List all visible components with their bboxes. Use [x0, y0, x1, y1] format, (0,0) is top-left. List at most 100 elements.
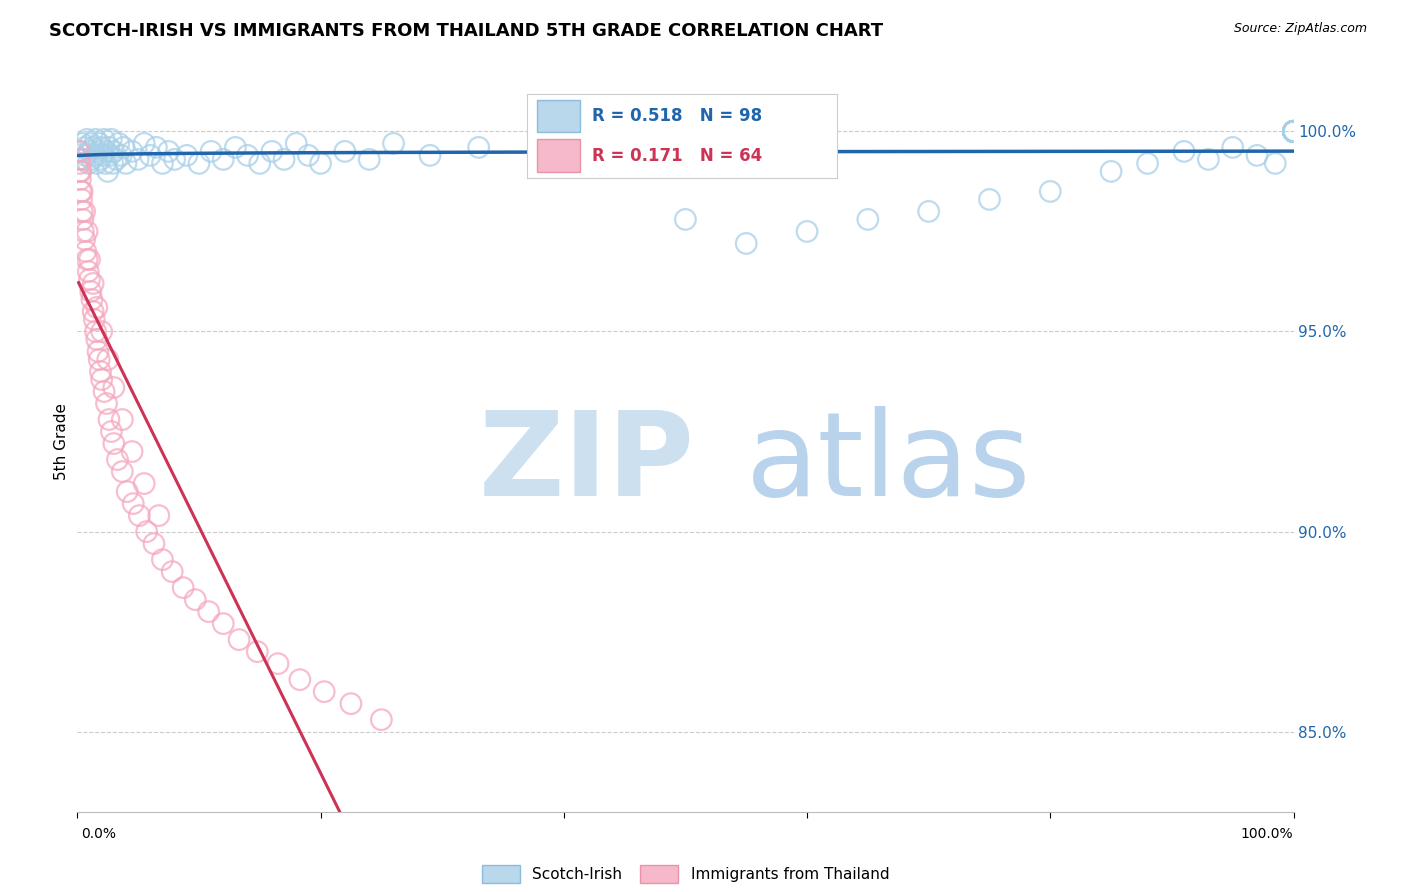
Point	[1264, 156, 1286, 170]
Point	[309, 156, 332, 170]
Point	[1282, 124, 1305, 138]
Point	[1136, 156, 1159, 170]
Point	[1282, 124, 1305, 138]
Point	[359, 153, 381, 167]
Point	[163, 153, 186, 167]
Point	[72, 212, 94, 227]
Point	[467, 140, 489, 154]
Point	[77, 264, 100, 278]
Point	[67, 145, 90, 159]
Point	[246, 645, 269, 659]
Point	[1282, 124, 1305, 138]
Point	[100, 132, 122, 146]
Point	[1282, 124, 1305, 138]
Text: Source: ZipAtlas.com: Source: ZipAtlas.com	[1233, 22, 1367, 36]
Point	[111, 412, 134, 426]
Point	[84, 325, 107, 339]
Point	[197, 605, 219, 619]
Point	[86, 156, 108, 170]
Point	[228, 632, 250, 647]
Point	[602, 145, 624, 159]
Point	[1282, 124, 1305, 138]
Point	[152, 156, 174, 170]
Point	[979, 193, 1001, 207]
Point	[127, 153, 149, 167]
Point	[121, 145, 143, 159]
Point	[69, 164, 91, 178]
Point	[1282, 124, 1305, 138]
Point	[1282, 124, 1305, 138]
Point	[529, 156, 551, 170]
Point	[67, 153, 90, 167]
Point	[97, 164, 120, 178]
Text: atlas: atlas	[747, 406, 1032, 521]
Bar	[537, 100, 579, 132]
Point	[107, 136, 129, 151]
Point	[83, 312, 105, 326]
Point	[340, 697, 363, 711]
Point	[249, 156, 271, 170]
Point	[796, 224, 818, 238]
Point	[77, 156, 100, 170]
Point	[69, 172, 91, 186]
Point	[112, 140, 135, 154]
Point	[288, 673, 311, 687]
Point	[675, 212, 697, 227]
Point	[856, 212, 879, 227]
Point	[184, 592, 207, 607]
Point	[96, 145, 118, 159]
Point	[86, 301, 108, 315]
Point	[152, 552, 174, 566]
Point	[110, 148, 132, 162]
Point	[172, 581, 194, 595]
Point	[1282, 124, 1305, 138]
Point	[135, 524, 157, 539]
Point	[72, 153, 94, 167]
Point	[1099, 164, 1122, 178]
Point	[1282, 124, 1305, 138]
Point	[70, 185, 93, 199]
Point	[735, 236, 758, 251]
Point	[89, 153, 111, 167]
Point	[83, 148, 105, 162]
Point	[148, 508, 170, 523]
Point	[105, 153, 128, 167]
Point	[419, 148, 441, 162]
Point	[1039, 185, 1062, 199]
Legend: Scotch-Irish, Immigrants from Thailand: Scotch-Irish, Immigrants from Thailand	[475, 859, 896, 889]
Point	[75, 148, 97, 162]
Point	[72, 224, 94, 238]
Point	[90, 325, 112, 339]
Point	[212, 153, 235, 167]
Point	[90, 140, 112, 154]
Point	[236, 148, 259, 162]
Point	[82, 140, 104, 154]
Point	[285, 136, 308, 151]
Point	[96, 396, 118, 410]
Point	[97, 412, 120, 426]
Point	[333, 145, 356, 159]
Point	[87, 344, 110, 359]
Point	[139, 148, 162, 162]
Point	[76, 224, 98, 238]
Point	[89, 364, 111, 378]
Text: R = 0.518   N = 98: R = 0.518 N = 98	[592, 107, 762, 125]
Point	[70, 136, 93, 151]
Y-axis label: 5th Grade: 5th Grade	[53, 403, 69, 480]
Point	[1282, 124, 1305, 138]
Point	[70, 145, 93, 159]
Point	[98, 148, 121, 162]
Point	[80, 153, 103, 167]
Point	[103, 436, 125, 450]
Point	[79, 252, 101, 267]
Point	[121, 444, 143, 458]
Point	[73, 232, 96, 246]
Point	[134, 476, 156, 491]
Point	[1282, 124, 1305, 138]
Point	[224, 140, 246, 154]
Point	[1282, 124, 1305, 138]
Point	[107, 452, 129, 467]
Point	[69, 156, 91, 170]
Point	[73, 204, 96, 219]
Point	[122, 497, 145, 511]
